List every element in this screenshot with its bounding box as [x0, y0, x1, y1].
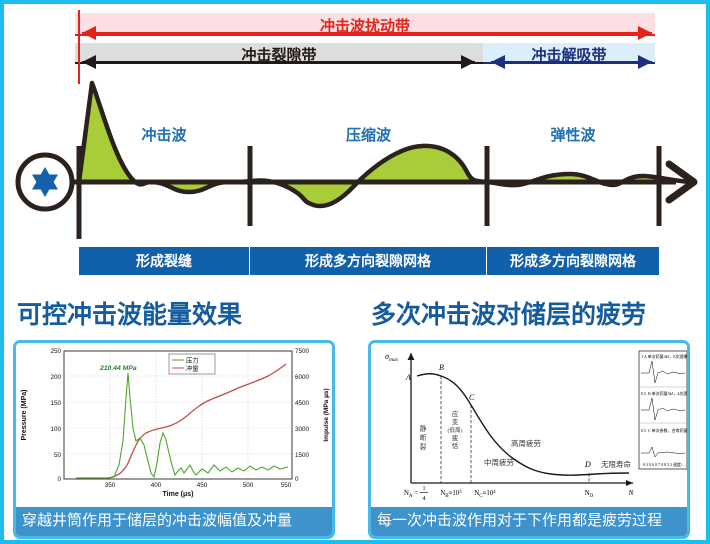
- svg-text:B: B: [439, 363, 444, 372]
- svg-text:A: A: [405, 373, 411, 382]
- svg-text:无限寿命: 无限寿命: [601, 459, 631, 469]
- svg-text:σmax: σmax: [385, 352, 399, 363]
- svg-text:高周疲劳: 高周疲劳: [511, 438, 541, 448]
- svg-text:B 单次药量3kJ，4次酒爆: B 单次药量3kJ，4次酒爆: [648, 390, 690, 396]
- svg-text:1: 1: [423, 486, 426, 492]
- svg-text:500: 500: [243, 482, 254, 489]
- svg-text:350: 350: [105, 482, 116, 489]
- svg-text:400: 400: [151, 482, 162, 489]
- svg-text:压力: 压力: [186, 356, 199, 365]
- svg-text:C 单次参数，合常药量18kJ: C 单次参数，合常药量18kJ: [648, 427, 690, 433]
- svg-text:450: 450: [197, 482, 208, 489]
- svg-text:50: 50: [54, 452, 62, 459]
- svg-text:0.3 0.6 0.7 0.8 3.3 速度<…: 0.3 0.6 0.7 0.8 3.3 速度<…: [643, 461, 687, 467]
- svg-text:断: 断: [420, 433, 427, 442]
- svg-text:恬: 恬: [452, 441, 459, 450]
- svg-text:冲量: 冲量: [186, 364, 199, 373]
- svg-text:变: 变: [452, 417, 459, 426]
- svg-text:N: N: [627, 488, 634, 497]
- svg-text:150: 150: [50, 400, 61, 407]
- svg-text:550: 550: [281, 482, 292, 489]
- svg-text:250: 250: [50, 348, 61, 355]
- svg-text:100: 100: [50, 426, 61, 433]
- svg-text:7500: 7500: [295, 348, 310, 355]
- svg-text:6000: 6000: [295, 374, 310, 381]
- svg-text:210.44 MPa: 210.44 MPa: [99, 365, 137, 372]
- svg-text:中周疲劳: 中周疲劳: [484, 457, 514, 467]
- svg-text:Pressure (MPa): Pressure (MPa): [21, 390, 28, 441]
- svg-text:1500: 1500: [295, 452, 310, 459]
- svg-text:3000: 3000: [295, 426, 310, 433]
- svg-text:0: 0: [295, 476, 299, 483]
- svg-text:0.5: 0.5: [641, 428, 646, 433]
- svg-text:NC≈104: NC≈104: [474, 490, 496, 499]
- svg-text:C: C: [469, 393, 475, 402]
- svg-text:D: D: [584, 460, 591, 469]
- svg-text:(低周): (低周): [448, 426, 463, 434]
- svg-text:1: 1: [641, 354, 643, 359]
- svg-text:0: 0: [57, 476, 61, 483]
- svg-text:应: 应: [452, 409, 459, 418]
- svg-text:NB≈103: NB≈103: [440, 490, 462, 499]
- svg-text:疲: 疲: [452, 433, 459, 442]
- svg-text:静: 静: [420, 424, 427, 433]
- svg-text:4500: 4500: [295, 400, 310, 407]
- svg-text:ND: ND: [585, 490, 594, 499]
- svg-text:Impulse (MPa µs): Impulse (MPa µs): [323, 388, 330, 441]
- svg-text:A 单次药量3kJ，6次酒爆: A 单次药量3kJ，6次酒爆: [644, 353, 687, 359]
- svg-text:NA =: NA =: [404, 490, 418, 499]
- svg-text:裂: 裂: [420, 442, 427, 451]
- svg-text:0.5: 0.5: [641, 391, 646, 396]
- svg-text:200: 200: [50, 374, 61, 381]
- svg-text:4: 4: [423, 496, 426, 502]
- svg-text:Time (μs): Time (μs): [163, 491, 194, 498]
